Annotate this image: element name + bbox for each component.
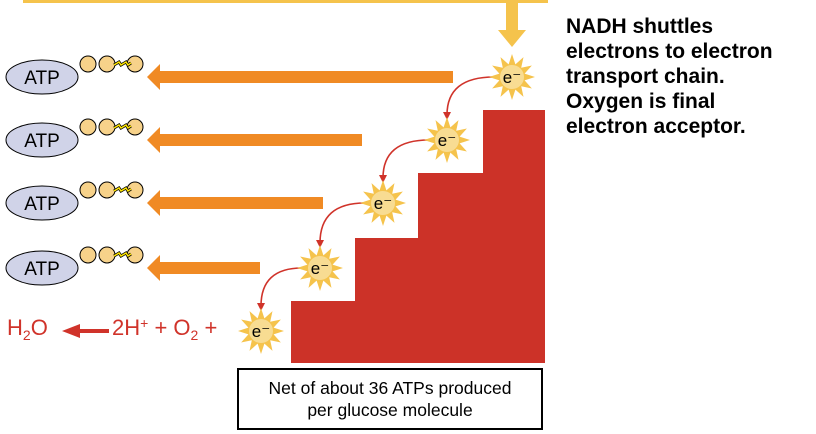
net-atp-box: Net of about 36 ATPs produced per glucos… — [237, 368, 543, 430]
energy-stairs — [291, 110, 545, 363]
electron-star: e⁻ — [297, 245, 343, 291]
energy-arrow — [147, 255, 260, 281]
nadh-input-line — [23, 0, 548, 3]
energy-arrow — [147, 190, 323, 216]
electron-transfer-arrow — [382, 139, 430, 179]
atp-molecule: ATP — [5, 55, 144, 95]
atp-label: ATP — [24, 259, 60, 280]
phosphate-group — [98, 55, 116, 73]
atp-molecule: ATP — [5, 118, 144, 158]
atp-molecule: ATP — [5, 246, 144, 286]
atp-label: ATP — [24, 131, 60, 152]
phosphate-group — [79, 246, 97, 264]
electron-label: e⁻ — [374, 194, 392, 213]
electron-star: e⁻ — [489, 54, 535, 100]
caption: NADH shuttles electrons to electron tran… — [566, 14, 816, 139]
electron-label: e⁻ — [311, 259, 329, 278]
caption-line: electron acceptor. — [566, 115, 746, 138]
electron-transfer-arrow — [260, 267, 303, 307]
energy-arrow — [147, 64, 453, 90]
caption-line: Oxygen is final — [566, 90, 716, 113]
electron-label: e⁻ — [252, 322, 270, 341]
water-arrow — [62, 324, 109, 338]
atp-molecule: ATP — [5, 181, 144, 221]
atp-label: ATP — [24, 68, 60, 89]
electron-label: e⁻ — [503, 68, 521, 87]
phosphate-group — [98, 118, 116, 136]
reactants-label: 2H+ + O2 + — [112, 315, 218, 343]
nadh-down-arrow — [498, 0, 526, 47]
caption-line: transport chain. — [566, 65, 725, 88]
water-label: H2O — [7, 315, 48, 343]
atp-label: ATP — [24, 194, 60, 215]
net-line-2: per glucose molecule — [307, 400, 473, 420]
phosphate-group — [79, 118, 97, 136]
caption-line: electrons to electron — [566, 40, 773, 63]
phosphate-group — [79, 55, 97, 73]
electron-transfer-arrow — [319, 202, 366, 244]
electron-label: e⁻ — [438, 131, 456, 150]
electron-star: e⁻ — [424, 117, 470, 163]
energy-arrow — [147, 127, 362, 153]
electron-star: e⁻ — [360, 180, 406, 226]
electron-star: e⁻ — [238, 308, 284, 354]
caption-line: NADH shuttles — [566, 15, 714, 38]
net-line-1: Net of about 36 ATPs produced — [268, 378, 512, 398]
electron-transfer-arrow — [446, 76, 495, 116]
phosphate-group — [79, 181, 97, 199]
phosphate-group — [98, 246, 116, 264]
phosphate-group — [98, 181, 116, 199]
